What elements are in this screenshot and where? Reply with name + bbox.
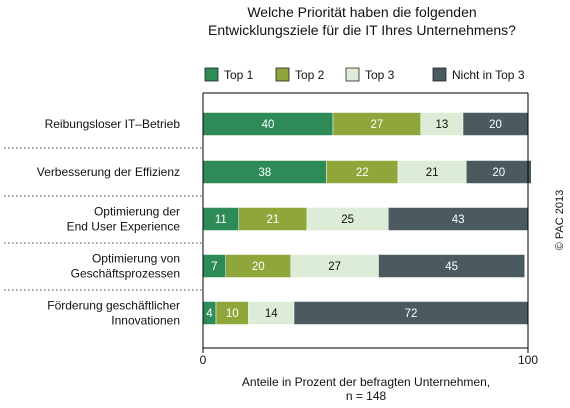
category-label: Förderung geschäftlicher: [47, 299, 180, 313]
bar-segment: [466, 160, 532, 184]
legend-label-4: Nicht in Top 3: [452, 68, 525, 82]
row-separators: [4, 147, 203, 291]
chart-title-line-2: Entwicklungsziele für die IT Ihres Unter…: [208, 22, 516, 38]
bar-segment: [378, 254, 525, 278]
bar-value-label: 40: [262, 119, 275, 131]
legend-label-2: Top 2: [295, 68, 325, 82]
legend-swatch-2: [275, 67, 290, 82]
x-tick-label: 100: [518, 353, 538, 367]
bar-value-label: 13: [435, 119, 448, 131]
bar-value-label: 22: [356, 167, 369, 179]
x-tick-label: 0: [200, 353, 207, 367]
legend-label-3: Top 3: [365, 68, 395, 82]
bar-value-label: 38: [258, 167, 271, 179]
bar-value-label: 43: [452, 214, 465, 226]
bar-value-label: 4: [206, 308, 213, 320]
bar-value-label: 11: [215, 214, 227, 226]
bar-value-label: 21: [266, 214, 279, 226]
x-axis-ticks: 0 100: [200, 348, 538, 367]
chart-title-line-1: Welche Priorität haben die folgenden: [247, 4, 476, 20]
bar-value-label: 27: [370, 119, 383, 131]
category-label: Geschäftsprozessen: [71, 267, 180, 281]
bar-value-label: 25: [341, 214, 354, 226]
category-label: Reibungsloser IT–Betrieb: [45, 117, 181, 131]
bar-value-label: 21: [426, 167, 439, 179]
bar-value-label: 14: [265, 308, 278, 320]
bar-value-label: 20: [492, 167, 505, 179]
bars: 40 27 13 20 38 22 21 20 11 21 25 43 7 20 27 45 4 10 14 72: [202, 112, 532, 325]
legend-swatch-1: [204, 67, 219, 82]
copyright-label: © PAC 2013: [554, 190, 566, 251]
legend-label-1: Top 1: [224, 68, 254, 82]
legend: Top 1 Top 2 Top 3 Nicht in Top 3: [204, 67, 525, 82]
x-axis-label-line-1: Anteile in Prozent der befragten Unterne…: [242, 375, 490, 389]
legend-swatch-4: [432, 67, 447, 82]
category-label: End User Experience: [67, 220, 181, 234]
bar-value-label: 72: [405, 308, 418, 320]
category-label: Optimierung der: [94, 205, 180, 219]
bar-value-label: 20: [252, 261, 265, 273]
bar-value-label: 45: [445, 261, 458, 273]
category-label: Verbesserung der Effizienz: [37, 165, 180, 179]
category-label: Innovationen: [111, 314, 180, 328]
bar-value-label: 27: [328, 261, 341, 273]
bar-value-label: 10: [226, 308, 239, 320]
category-label: Optimierung von: [92, 252, 180, 266]
x-axis-label-line-2: n = 148: [346, 389, 387, 403]
category-labels: Reibungsloser IT–Betrieb Verbesserung der…: [37, 117, 181, 328]
bar-value-label: 7: [211, 261, 217, 273]
bar-value-label: 20: [489, 119, 502, 131]
legend-swatch-3: [345, 67, 360, 82]
